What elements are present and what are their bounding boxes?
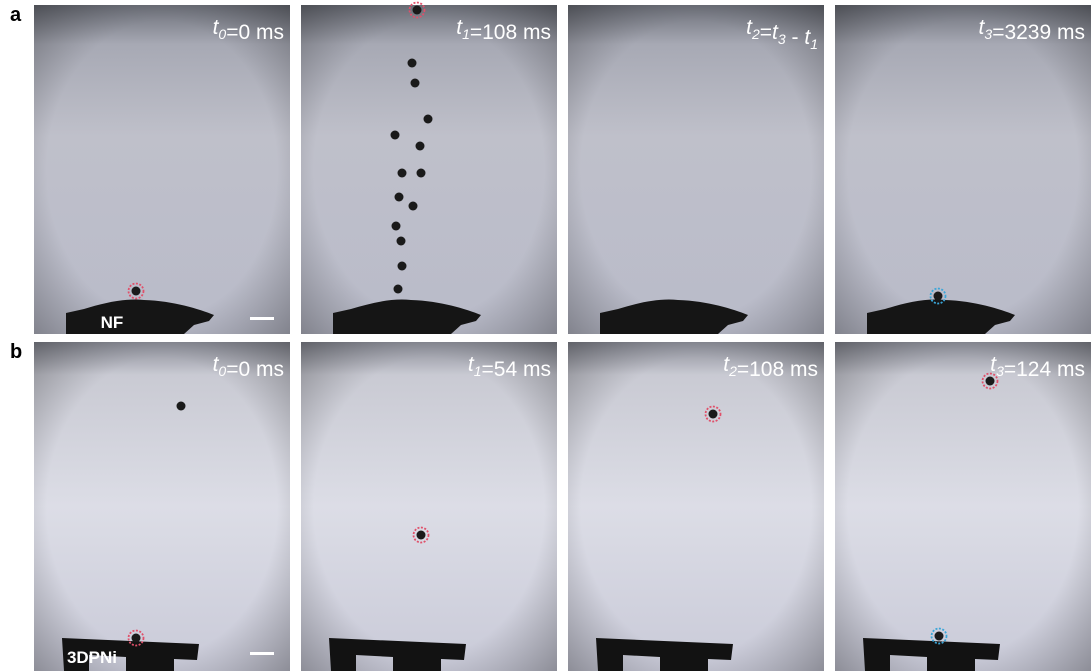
row-label: a — [10, 4, 22, 26]
photo-panel: t3=124 ms — [835, 342, 1091, 671]
time-subscript: 1 — [810, 36, 818, 52]
time-text: = — [760, 21, 772, 44]
photo-panel: t2=108 ms — [568, 342, 824, 671]
vignette — [835, 5, 1091, 334]
droplet — [391, 131, 400, 140]
vignette — [835, 342, 1091, 671]
scale-bar — [250, 652, 274, 655]
droplet — [986, 377, 995, 386]
time-subscript: 3 — [778, 31, 786, 47]
time-text: =3239 ms — [992, 21, 1085, 44]
time-subscript: 1 — [462, 26, 470, 42]
row-label: b — [10, 341, 22, 363]
droplet — [392, 222, 401, 231]
photo-panel: t2=t3 - t1 — [568, 5, 824, 334]
droplet — [132, 634, 141, 643]
vignette — [301, 342, 557, 671]
substrate-label: 3DPNi — [67, 648, 117, 667]
vignette — [34, 5, 290, 334]
droplet — [413, 6, 422, 15]
droplet — [408, 59, 417, 68]
droplet — [417, 531, 426, 540]
time-subscript: 0 — [218, 26, 226, 42]
time-label: t3=3239 ms — [979, 16, 1085, 44]
time-label: t1=108 ms — [456, 16, 551, 44]
time-label: t3=124 ms — [990, 353, 1085, 381]
photo-panel: t3=3239 ms — [835, 5, 1091, 334]
time-text: =54 ms — [482, 358, 551, 381]
droplet — [177, 402, 186, 411]
photo-panel: t1=54 ms — [301, 342, 557, 671]
scale-bar — [250, 317, 274, 320]
time-text: =108 ms — [470, 21, 551, 44]
time-text: =108 ms — [737, 358, 818, 381]
time-subscript: 1 — [474, 363, 482, 379]
time-label: t2=108 ms — [723, 353, 818, 381]
time-subscript: 3 — [996, 363, 1004, 379]
figure: a NFt0=0 ms t1=108 ms t2=t3 - t1 t3=3239 ms b… — [0, 0, 1091, 671]
droplet — [409, 202, 418, 211]
time-text: =0 ms — [226, 358, 284, 381]
time-subscript: 0 — [218, 363, 226, 379]
photo-panel: t1=108 ms — [301, 3, 557, 335]
droplet — [935, 632, 944, 641]
droplet — [411, 79, 420, 88]
droplet — [934, 292, 943, 301]
droplet — [132, 287, 141, 296]
droplet — [416, 142, 425, 151]
droplet — [398, 262, 407, 271]
droplet — [709, 410, 718, 419]
droplet — [424, 115, 433, 124]
vignette — [301, 5, 557, 334]
time-subscript: 2 — [728, 363, 737, 379]
droplet — [394, 285, 403, 294]
droplet — [398, 169, 407, 178]
vignette — [568, 342, 824, 671]
vignette — [34, 342, 290, 671]
substrate-label: NF — [101, 313, 124, 332]
time-subscript: 2 — [751, 26, 760, 42]
droplet — [417, 169, 426, 178]
vignette — [568, 5, 824, 334]
droplet — [395, 193, 404, 202]
time-subscript: 3 — [984, 26, 992, 42]
time-text: =0 ms — [226, 21, 284, 44]
droplet — [397, 237, 406, 246]
time-text: - — [786, 26, 805, 49]
time-text: =124 ms — [1004, 358, 1085, 381]
